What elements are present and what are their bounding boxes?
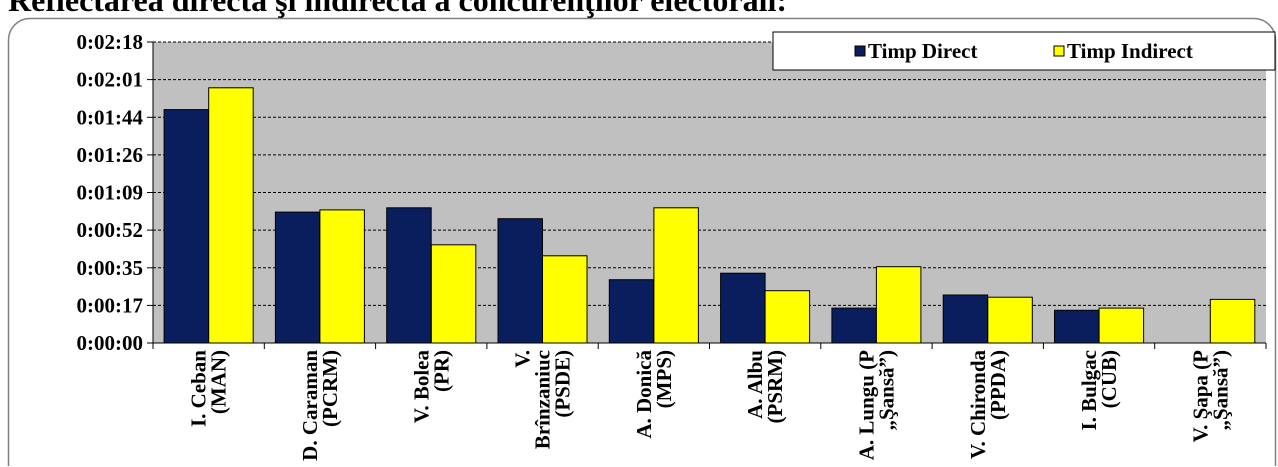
x-axis-labels: I. Ceban(MAN) D. Caraman(PCRM) V. Bolea(PR… [187,350,1233,461]
x-category-label-line: V. Bolea [409,350,433,424]
x-category-label-line: (PSRM) [763,350,787,423]
x-category-label: V.Brînzaniuc(PSDE) [511,350,575,449]
bar-timp-direct-5 [608,279,655,344]
y-tick-label: 0:00:52 [77,218,144,242]
x-category-label-line: „Şansă”) [874,350,898,431]
x-category-label-line: D. Caraman [298,350,322,461]
bar-timp-direct-2 [274,211,321,344]
x-category-label: A. Lungu (P„Şansă”) [854,350,898,460]
legend-swatch-timp-direct [854,45,866,57]
y-tick-label: 0:02:01 [77,68,144,92]
bar-timp-indirect-7 [875,266,922,344]
x-category-label-line: (PSDE) [551,350,575,418]
bar-timp-indirect-3 [430,244,477,344]
bar-timp-indirect-1 [208,87,254,344]
x-category-label-line: A. Lungu (P [854,350,878,460]
bar-timp-indirect-8 [987,296,1033,344]
x-category-label-line: I. Bulgac [1077,350,1101,431]
bar-timp-indirect-2 [319,209,365,344]
bar-timp-direct-6 [720,272,766,344]
y-tick-label: 0:00:00 [77,331,144,355]
y-tick-label: 0:01:26 [77,143,144,167]
y-tick-label: 0:02:18 [77,30,144,54]
x-category-label: A. Albu(PSRM) [743,350,787,424]
bars [163,87,1256,344]
legend-label-timp-indirect: Timp Indirect [1067,39,1193,63]
x-category-label-line: I. Ceban [187,350,211,427]
legend-swatch-timp-indirect [1053,45,1065,57]
bar-timp-direct-3 [386,207,432,344]
y-axis-labels: 0:00:00 0:00:17 0:00:35 0:00:52 0:01:09 0:01:… [77,30,144,355]
legend-box [772,31,1276,71]
x-category-label: V. Şapa (P„Şansă”) [1188,350,1232,443]
y-tick-label: 0:01:44 [77,105,144,129]
bar-timp-direct-7 [831,307,877,344]
legend: Timp Direct Timp Indirect [772,31,1276,71]
x-category-label-line: V. Şapa (P [1188,350,1212,443]
x-category-label-line: (PCRM) [318,350,342,427]
x-category-label: V. Chironda(PPDA) [966,350,1010,459]
x-category-label-line: Brînzaniuc [531,350,555,449]
x-category-label-line: V. Chironda [966,350,990,459]
x-category-label-line: „Şansă”) [1208,350,1232,431]
x-category-label-line: A. Donică [632,350,656,439]
y-tick-label: 0:00:35 [77,256,144,280]
y-tick-label: 0:01:09 [77,181,144,205]
x-category-label-line: (CUB) [1097,350,1121,408]
y-axis-ticks [147,41,153,344]
x-category-label-line: V. [511,350,535,368]
bar-timp-direct-4 [497,218,543,344]
bar-timp-indirect-4 [542,255,588,344]
bar-timp-indirect-5 [653,207,699,344]
chart-title: Reflectarea directă şi indirectă a concu… [8,0,787,18]
bar-timp-indirect-9 [1098,307,1145,344]
bar-timp-indirect-6 [764,290,811,344]
x-category-label: I. Ceban(MAN) [187,350,231,427]
x-category-label: D. Caraman(PCRM) [298,350,342,461]
x-category-label-line: (PR) [429,350,453,392]
y-tick-label: 0:00:17 [77,293,144,317]
bar-timp-direct-1 [163,109,210,344]
bar-timp-direct-8 [942,294,989,344]
x-category-label-line: (PPDA) [986,350,1010,420]
x-category-label: A. Donică(MPS) [632,350,676,439]
legend-label-timp-direct: Timp Direct [868,39,977,63]
x-category-label: V. Bolea(PR) [409,350,453,424]
bar-timp-indirect-10 [1209,298,1256,344]
bar-timp-direct-9 [1054,309,1100,344]
x-category-label: I. Bulgac(CUB) [1077,350,1121,431]
x-category-label-line: (MPS) [652,350,676,408]
x-category-label-line: (MAN) [207,350,231,414]
x-axis-ticks [152,343,1267,349]
x-category-label-line: A. Albu [743,350,767,419]
